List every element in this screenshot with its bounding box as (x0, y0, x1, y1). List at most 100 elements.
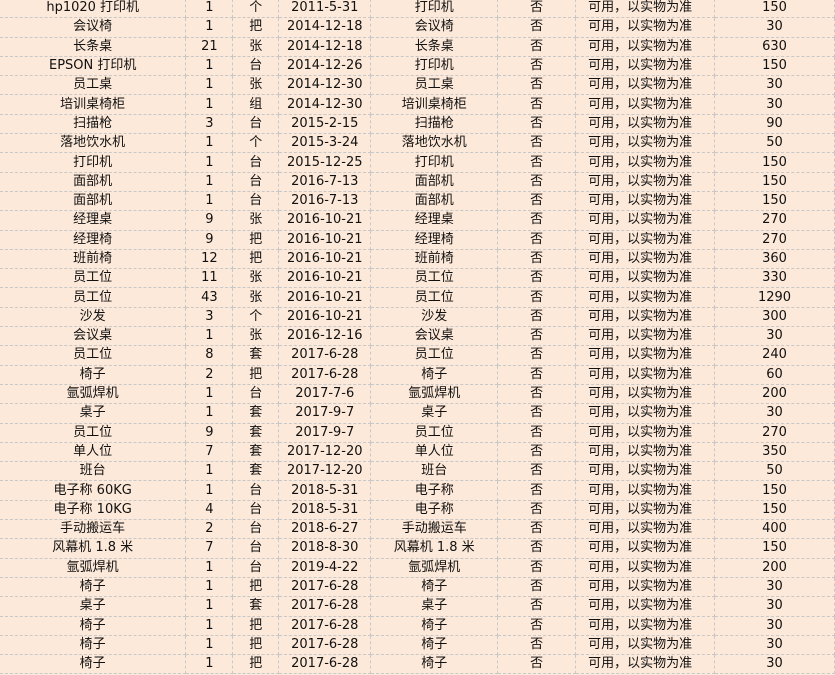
flag-cell[interactable]: 否 (497, 558, 577, 578)
item-name-cell[interactable]: 落地饮水机 (0, 133, 187, 154)
value-cell[interactable]: 30 (714, 616, 835, 636)
category-cell[interactable]: 员工位 (370, 268, 499, 289)
item-name-cell[interactable]: 面部机 (0, 172, 187, 192)
value-cell[interactable]: 150 (714, 152, 835, 173)
date-cell[interactable]: 2015-12-25 (278, 152, 372, 173)
item-name-cell[interactable]: 椅子 (0, 577, 187, 598)
category-cell[interactable]: 桌子 (370, 596, 499, 617)
flag-cell[interactable]: 否 (497, 500, 577, 521)
category-cell[interactable]: 经理桌 (370, 210, 499, 231)
status-cell[interactable]: 可用，以实物为准 (575, 56, 716, 77)
flag-cell[interactable]: 否 (497, 172, 577, 192)
quantity-cell[interactable]: 1 (185, 384, 234, 405)
unit-cell[interactable]: 张 (232, 37, 280, 57)
value-cell[interactable]: 90 (714, 114, 835, 135)
quantity-cell[interactable]: 3 (185, 307, 234, 328)
flag-cell[interactable]: 否 (497, 519, 577, 540)
status-cell[interactable]: 可用，以实物为准 (575, 307, 716, 328)
unit-cell[interactable]: 把 (232, 616, 280, 636)
date-cell[interactable]: 2017-12-20 (278, 461, 372, 482)
quantity-cell[interactable]: 9 (185, 210, 234, 231)
flag-cell[interactable]: 否 (497, 230, 577, 250)
unit-cell[interactable]: 个 (232, 307, 280, 328)
status-cell[interactable]: 可用，以实物为准 (575, 133, 716, 154)
item-name-cell[interactable]: 手动搬运车 (0, 519, 187, 540)
category-cell[interactable]: 手动搬运车 (370, 519, 499, 540)
value-cell[interactable]: 30 (714, 17, 835, 38)
value-cell[interactable]: 30 (714, 94, 835, 115)
unit-cell[interactable]: 套 (232, 403, 280, 424)
date-cell[interactable]: 2017-6-28 (278, 365, 372, 385)
flag-cell[interactable]: 否 (497, 365, 577, 385)
status-cell[interactable]: 可用，以实物为准 (575, 268, 716, 289)
unit-cell[interactable]: 个 (232, 133, 280, 154)
date-cell[interactable]: 2016-10-21 (278, 210, 372, 231)
item-name-cell[interactable]: 风幕机 1.8 米 (0, 538, 187, 559)
status-cell[interactable]: 可用，以实物为准 (575, 384, 716, 405)
unit-cell[interactable]: 台 (232, 152, 280, 173)
status-cell[interactable]: 可用，以实物为准 (575, 114, 716, 135)
unit-cell[interactable]: 把 (232, 249, 280, 270)
value-cell[interactable]: 630 (714, 37, 835, 57)
item-name-cell[interactable]: 氩弧焊机 (0, 384, 187, 405)
quantity-cell[interactable]: 1 (185, 558, 234, 578)
quantity-cell[interactable]: 1 (185, 616, 234, 636)
unit-cell[interactable]: 把 (232, 635, 280, 656)
flag-cell[interactable]: 否 (497, 307, 577, 328)
quantity-cell[interactable]: 1 (185, 326, 234, 347)
value-cell[interactable]: 30 (714, 596, 835, 617)
item-name-cell[interactable]: hp1020 打印机 (0, 0, 187, 19)
status-cell[interactable]: 可用，以实物为准 (575, 365, 716, 385)
status-cell[interactable]: 可用，以实物为准 (575, 345, 716, 366)
category-cell[interactable]: 落地饮水机 (370, 133, 499, 154)
quantity-cell[interactable]: 8 (185, 345, 234, 366)
value-cell[interactable]: 50 (714, 461, 835, 482)
quantity-cell[interactable]: 3 (185, 114, 234, 135)
item-name-cell[interactable]: 员工位 (0, 287, 187, 308)
category-cell[interactable]: 员工位 (370, 345, 499, 366)
quantity-cell[interactable]: 1 (185, 480, 234, 501)
flag-cell[interactable]: 否 (497, 596, 577, 617)
quantity-cell[interactable]: 1 (185, 596, 234, 617)
quantity-cell[interactable]: 1 (185, 403, 234, 424)
item-name-cell[interactable]: 长条桌 (0, 37, 187, 57)
unit-cell[interactable]: 把 (232, 654, 280, 675)
date-cell[interactable]: 2011-5-31 (278, 0, 372, 19)
value-cell[interactable]: 150 (714, 56, 835, 77)
status-cell[interactable]: 可用，以实物为准 (575, 0, 716, 19)
category-cell[interactable]: 员工位 (370, 423, 499, 443)
flag-cell[interactable]: 否 (497, 635, 577, 656)
quantity-cell[interactable]: 43 (185, 287, 234, 308)
flag-cell[interactable]: 否 (497, 152, 577, 173)
date-cell[interactable]: 2014-12-18 (278, 37, 372, 57)
date-cell[interactable]: 2015-2-15 (278, 114, 372, 135)
quantity-cell[interactable]: 2 (185, 519, 234, 540)
date-cell[interactable]: 2017-12-20 (278, 442, 372, 463)
unit-cell[interactable]: 把 (232, 365, 280, 385)
unit-cell[interactable]: 把 (232, 17, 280, 38)
unit-cell[interactable]: 张 (232, 75, 280, 96)
value-cell[interactable]: 350 (714, 442, 835, 463)
unit-cell[interactable]: 套 (232, 596, 280, 617)
value-cell[interactable]: 30 (714, 635, 835, 656)
flag-cell[interactable]: 否 (497, 210, 577, 231)
quantity-cell[interactable]: 1 (185, 172, 234, 192)
status-cell[interactable]: 可用，以实物为准 (575, 635, 716, 656)
date-cell[interactable]: 2016-10-21 (278, 249, 372, 270)
status-cell[interactable]: 可用，以实物为准 (575, 326, 716, 347)
category-cell[interactable]: 电子称 (370, 480, 499, 501)
item-name-cell[interactable]: EPSON 打印机 (0, 56, 187, 77)
quantity-cell[interactable]: 1 (185, 17, 234, 38)
status-cell[interactable]: 可用，以实物为准 (575, 461, 716, 482)
value-cell[interactable]: 270 (714, 210, 835, 231)
category-cell[interactable]: 椅子 (370, 577, 499, 598)
category-cell[interactable]: 电子称 (370, 500, 499, 521)
value-cell[interactable]: 150 (714, 538, 835, 559)
date-cell[interactable]: 2016-10-21 (278, 307, 372, 328)
status-cell[interactable]: 可用，以实物为准 (575, 577, 716, 598)
status-cell[interactable]: 可用，以实物为准 (575, 172, 716, 192)
item-name-cell[interactable]: 扫描枪 (0, 114, 187, 135)
item-name-cell[interactable]: 员工桌 (0, 75, 187, 96)
item-name-cell[interactable]: 氩弧焊机 (0, 558, 187, 578)
quantity-cell[interactable]: 2 (185, 365, 234, 385)
